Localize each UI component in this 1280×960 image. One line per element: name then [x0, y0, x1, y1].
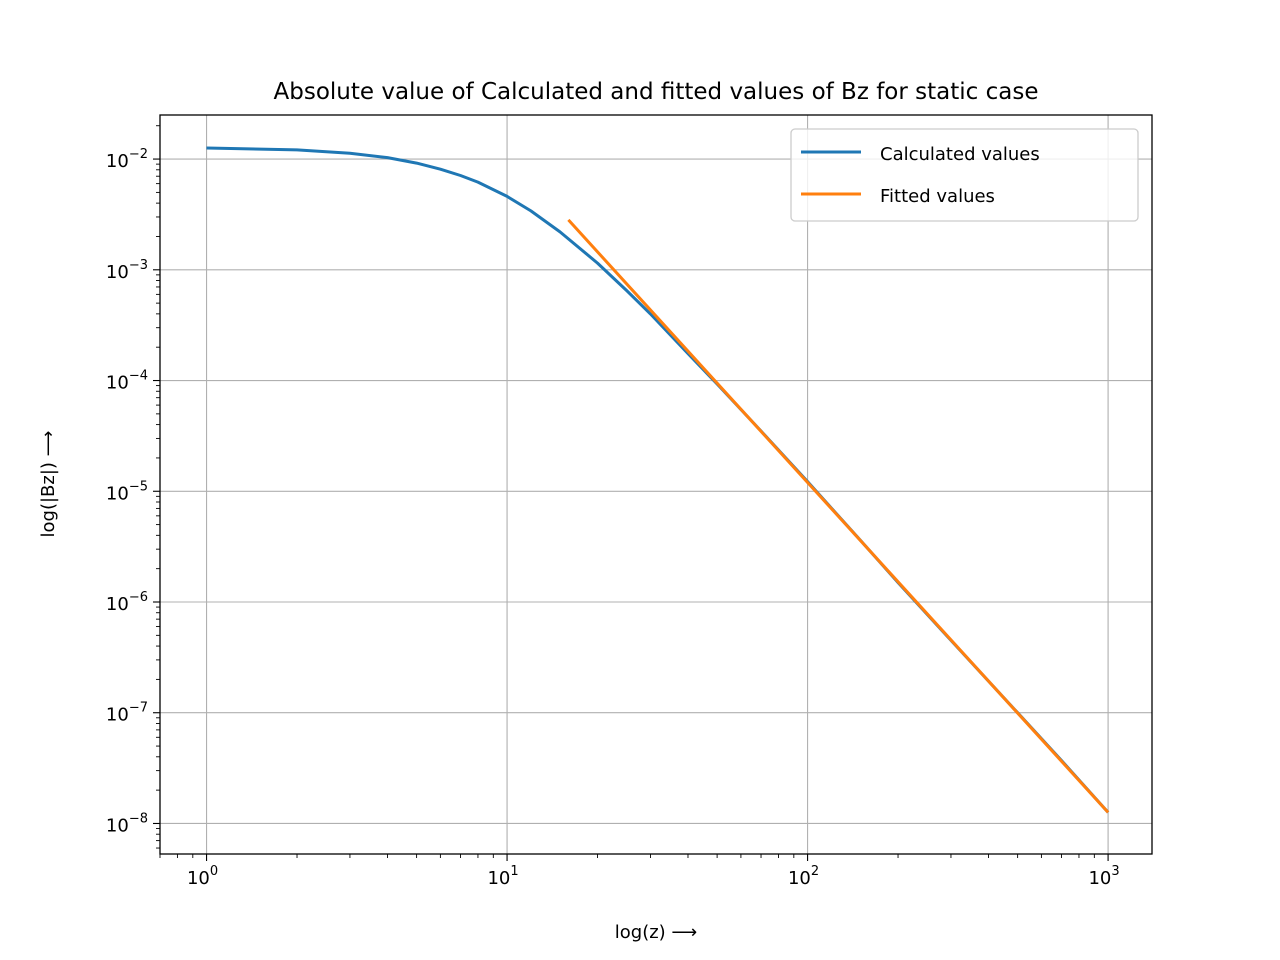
plot-frame: [159, 114, 1153, 855]
x-tick-label: 102: [788, 864, 819, 889]
y-tick-label: 10−2: [106, 147, 148, 172]
y-tick-label: 10−3: [106, 258, 148, 283]
legend-label-fitted: Fitted values: [880, 186, 995, 207]
y-tick-label: 10−4: [106, 369, 148, 394]
chart-title: Absolute value of Calculated and fitted …: [274, 79, 1039, 105]
tick-labels: 100 101 102 103 10−2 10−3 10−4 10−5 10−6 10−7 10−8: [106, 147, 1120, 889]
y-axis-label: log(|Bz|) ⟶: [38, 431, 59, 538]
x-axis-label: log(z) ⟶: [615, 922, 697, 943]
minor-ticks: [156, 125, 1095, 858]
series-line-fitted: [567, 218, 1110, 814]
series-group: [206, 146, 1110, 814]
grid: [160, 115, 1152, 854]
x-tick-label: 103: [1088, 864, 1119, 889]
legend: Calculated values Fitted values: [790, 128, 1139, 222]
y-tick-label: 10−5: [106, 479, 148, 504]
x-tick-label: 101: [487, 864, 518, 889]
y-tick-label: 10−7: [106, 701, 148, 726]
major-ticks: [153, 158, 1109, 861]
legend-box: [790, 128, 1139, 222]
legend-label-calculated: Calculated values: [880, 144, 1040, 165]
x-tick-label: 100: [187, 864, 218, 889]
y-tick-label: 10−8: [106, 811, 148, 836]
y-tick-label: 10−6: [106, 590, 148, 615]
